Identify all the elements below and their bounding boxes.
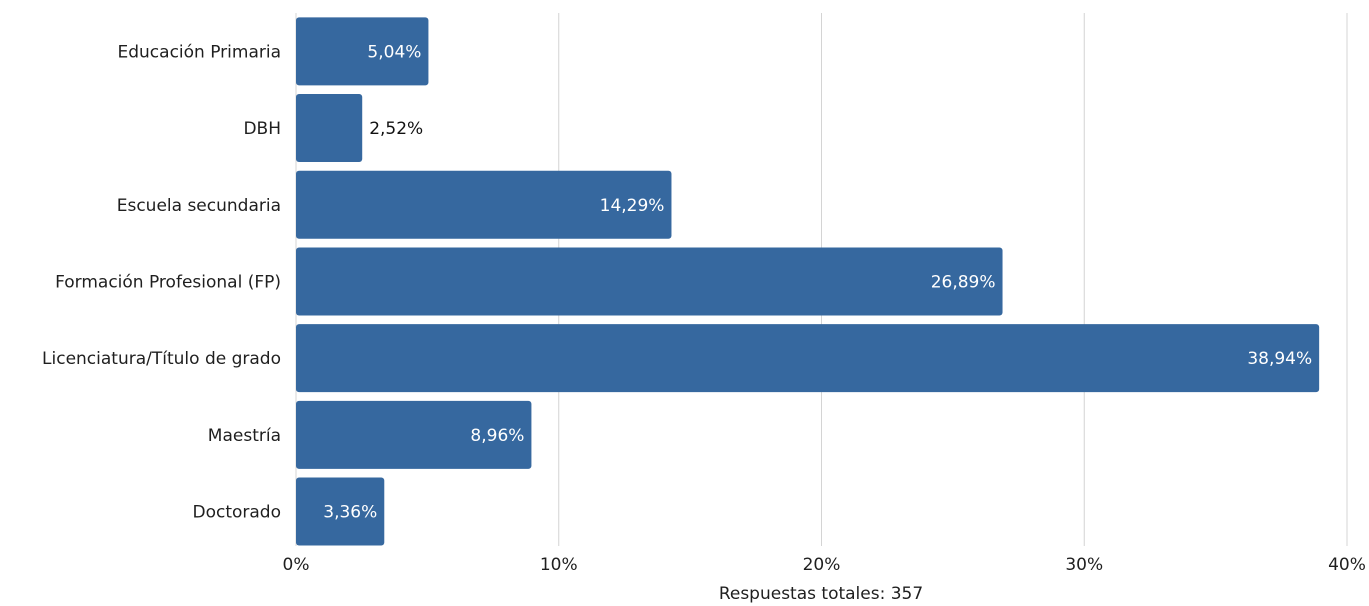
x-tick-label: 40% [1328,555,1366,575]
data-label: 38,94% [1247,349,1312,369]
category-label: Formación Profesional (FP) [55,272,281,292]
data-label: 3,36% [323,503,377,523]
x-axis-title: Respuestas totales: 357 [719,584,923,604]
category-label: Educación Primaria [118,42,282,62]
bar [296,400,532,469]
data-label: 2,52% [369,119,423,139]
category-label: Escuela secundaria [117,196,281,216]
data-label: 26,89% [931,272,996,292]
category-label: Maestría [208,426,281,446]
category-label: DBH [243,119,281,139]
data-label: 8,96% [470,426,524,446]
x-tick-label: 10% [540,555,578,575]
x-tick-label: 20% [803,555,841,575]
category-label: Doctorado [192,503,281,523]
bars: 5,04% 2,52% 14,29% 26,89% 38,94% 8,96% 3,36% [296,17,1320,546]
bar [296,170,672,239]
category-label: Licenciatura/Título de grado [42,349,281,369]
bar [296,247,1003,316]
x-axis-ticks: 0% 10% 20% 30% 40% [283,555,1366,575]
data-label: 14,29% [600,196,665,216]
x-tick-label: 30% [1065,555,1103,575]
x-tick-label: 0% [283,555,310,575]
bar [296,94,363,163]
bar [296,17,429,86]
bar [296,324,1320,393]
bar [296,477,385,546]
category-labels: Educación Primaria DBH Escuela secundaria F… [42,42,281,522]
data-label: 5,04% [367,42,421,62]
